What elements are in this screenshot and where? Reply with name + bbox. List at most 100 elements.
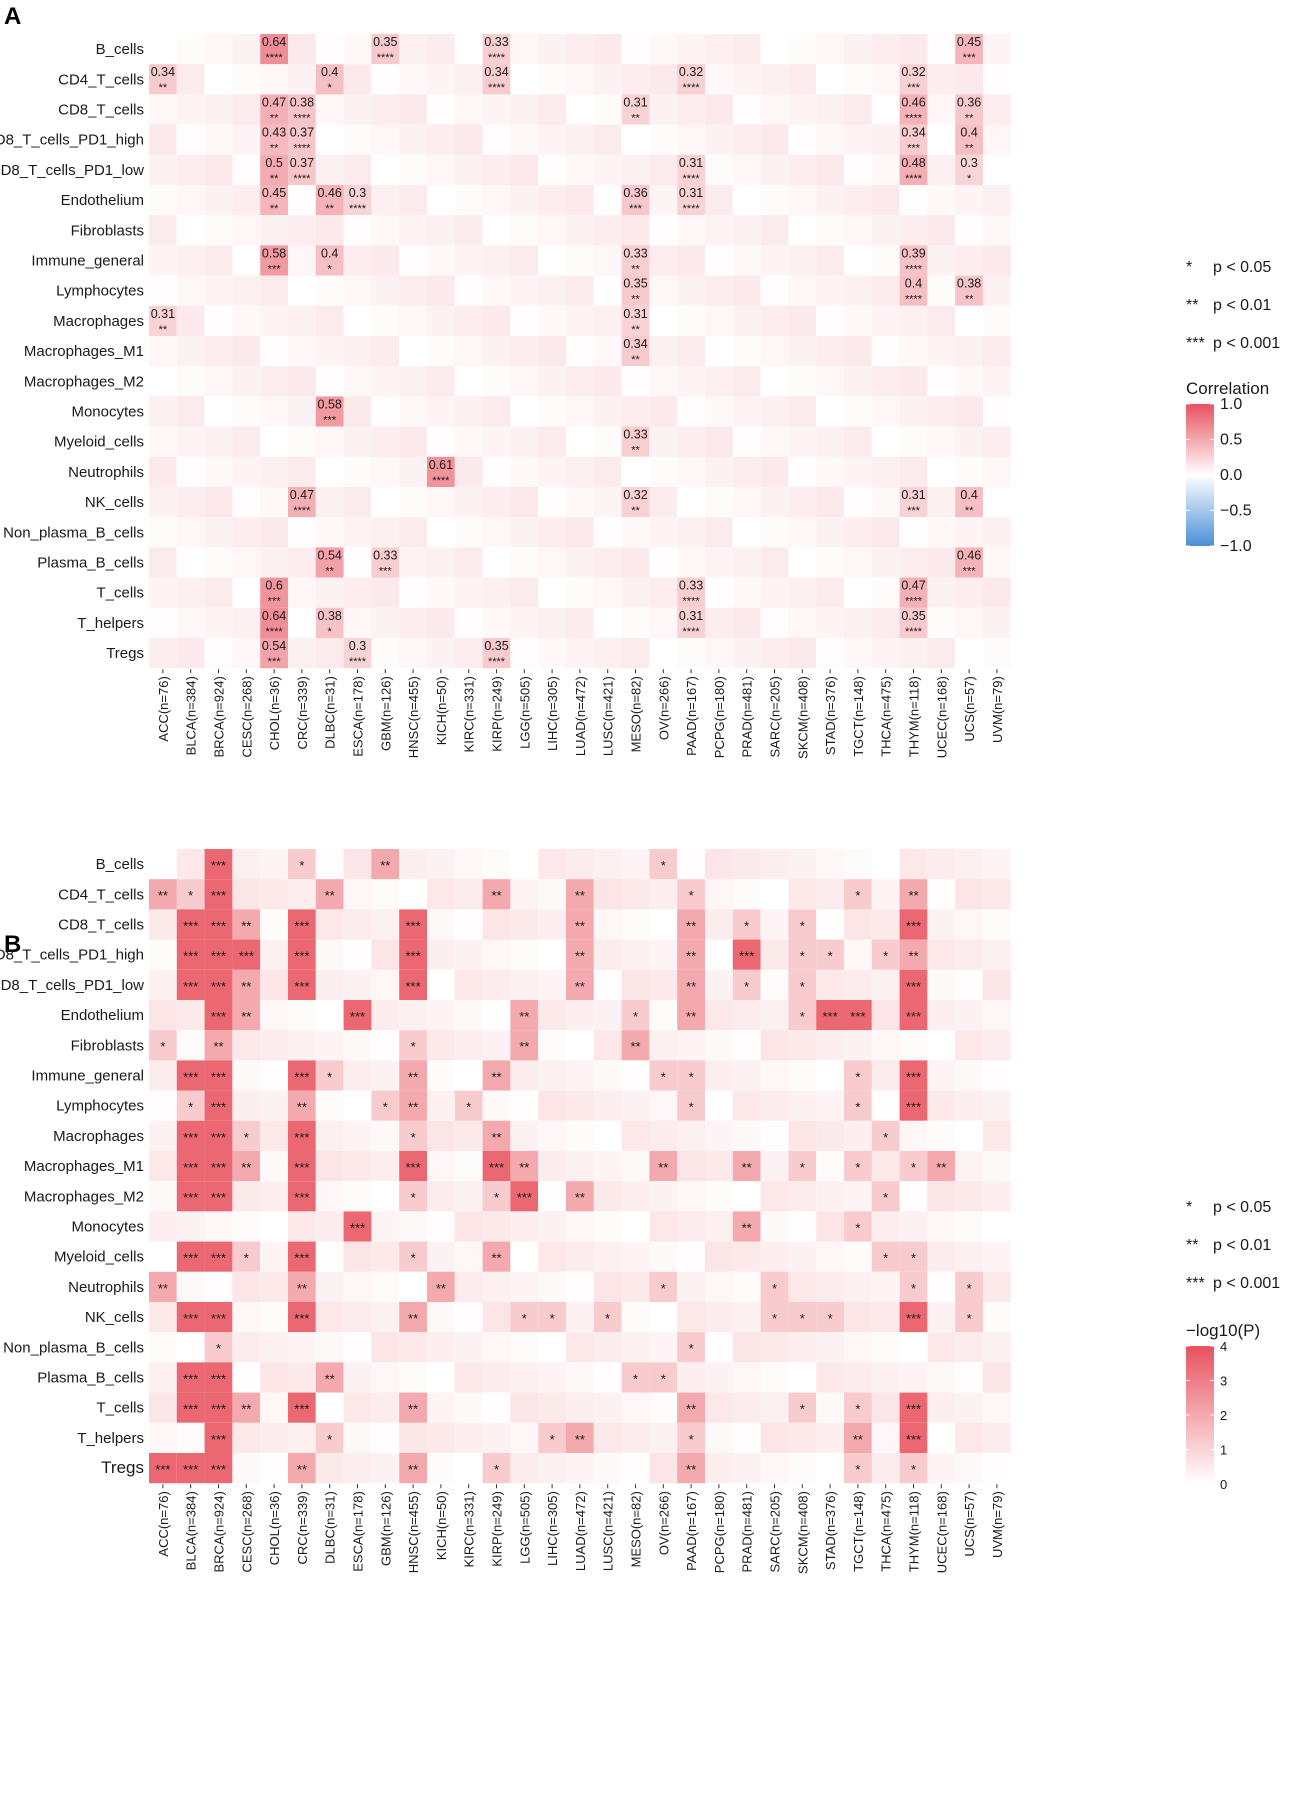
heatmap-cell-a-cd8-t-cells-gbm xyxy=(371,94,400,125)
heatmap-cell-a-monocytes-ucs xyxy=(955,396,983,427)
cell-stars-b-t-cells-crc: *** xyxy=(294,1402,309,1417)
heatmap-cell-a-cd8-t-cells-pd1-low-lihc xyxy=(538,154,566,185)
cell-stars-b-monocytes-esca: *** xyxy=(350,1220,365,1235)
heatmap-cell-b-cd4-t-cells-kirp xyxy=(482,879,511,910)
heatmap-cell-a-macrophages-m2-crc xyxy=(288,366,316,397)
heatmap-cell-b-immune-general-dlbc xyxy=(315,1060,344,1091)
heatmap-cell-b-t-helpers-tgct xyxy=(844,1422,872,1453)
heatmap-cell-a-cd8-t-cells-pd1-high-esca xyxy=(343,124,372,155)
row-label-b-neutrophils: Neutrophils xyxy=(68,1279,144,1296)
heatmap-cell-b-t-helpers-prad xyxy=(732,1422,761,1453)
heatmap-cell-b-lymphocytes-esca xyxy=(343,1090,372,1121)
heatmap-cell-b-tregs-ov xyxy=(649,1453,678,1484)
heatmap-cell-b-macrophages-ov xyxy=(649,1120,678,1151)
heatmap-cell-a-nk-cells-gbm xyxy=(371,487,400,518)
heatmap-cell-b-macrophages-m1-acc xyxy=(149,1151,177,1182)
heatmap-cell-a-neutrophils-sarc xyxy=(760,456,789,487)
heatmap-cell-a-monocytes-lihc xyxy=(538,396,566,427)
row-label-b-plasma-b-cells: Plasma_B_cells xyxy=(37,1370,144,1387)
heatmap-cell-b-t-helpers-ucs xyxy=(955,1422,983,1453)
cell-stars-b-myeloid-cells-brca: *** xyxy=(211,1251,226,1266)
heatmap-cell-b-cd8-t-cells-tgct xyxy=(844,909,872,940)
cell-stars-a-nk-cells-meso: ** xyxy=(631,505,640,517)
cell-stars-b-cd8-t-cells-prad: * xyxy=(744,918,749,933)
cell-stars-b-cd8-t-cells-pd1-high-blca: *** xyxy=(183,949,198,964)
heatmap-cell-a-cd8-t-cells-pd1-high-cesc xyxy=(232,124,261,155)
heatmap-cell-b-endothelium-acc xyxy=(149,1000,177,1031)
heatmap-cell-b-macrophages-kirp xyxy=(482,1120,511,1151)
heatmap-cell-a-cd4-t-cells-prad xyxy=(732,64,761,95)
heatmap-cell-b-t-helpers-hnsc xyxy=(399,1422,427,1453)
heatmap-cell-b-cd4-t-cells-tgct xyxy=(844,879,872,910)
heatmap-cell-a-plasma-b-cells-pcpg xyxy=(705,547,733,578)
cell-value-a-endothelium-paad: 0.31 xyxy=(679,186,703,200)
heatmap-cell-b-cd8-t-cells-pd1-low-lusc xyxy=(593,969,622,1000)
row-label-b-t-helpers: T_helpers xyxy=(77,1430,144,1447)
heatmap-cell-a-endothelium-thym xyxy=(899,185,928,216)
cell-stars-b-t-cells-skcm: * xyxy=(800,1402,805,1417)
heatmap-cell-b-monocytes-uvm xyxy=(983,1211,1011,1242)
heatmap-cell-b-endothelium-stad xyxy=(816,1000,844,1031)
row-label-a-cd8-t-cells-pd1-high: CD8_T_cells_PD1_high xyxy=(0,132,144,149)
legend-tick-label-b-2: 2 xyxy=(1220,1408,1227,1423)
cell-stars-b-nk-cells-lihc: * xyxy=(550,1311,555,1326)
heatmap-cell-a-tregs-acc xyxy=(149,638,177,669)
heatmap-cell-b-cd8-t-cells-pd1-low-luad xyxy=(566,969,594,1000)
heatmap-cell-a-non-plasma-b-cells-sarc xyxy=(760,517,789,548)
heatmap-cell-a-cd4-t-cells-chol xyxy=(260,64,288,95)
heatmap-cell-b-t-helpers-lihc xyxy=(538,1422,566,1453)
cell-stars-b-immune-general-tgct: * xyxy=(855,1069,860,1084)
heatmap-cell-a-myeloid-cells-chol xyxy=(260,426,288,457)
heatmap-cell-b-endothelium-ov xyxy=(649,1000,678,1031)
heatmap-cell-a-cd8-t-cells-pd1-high-ov xyxy=(649,124,678,155)
heatmap-cell-a-t-helpers-dlbc xyxy=(315,607,344,638)
heatmap-cell-b-t-helpers-luad xyxy=(566,1422,594,1453)
heatmap-cell-b-b-cells-sarc xyxy=(760,849,789,880)
cell-stars-b-macrophages-m2-thca: * xyxy=(883,1190,888,1205)
heatmap-cell-b-lymphocytes-prad xyxy=(732,1090,761,1121)
heatmap-cell-b-monocytes-cesc xyxy=(232,1211,261,1242)
cell-stars-b-tregs-kirp: * xyxy=(494,1462,499,1477)
heatmap-cell-a-t-cells-ucec xyxy=(927,577,956,608)
heatmap-cell-a-tregs-thca xyxy=(871,638,900,669)
heatmap-cell-b-immune-general-ucec xyxy=(927,1060,956,1091)
heatmap-cell-b-t-cells-sarc xyxy=(760,1392,789,1423)
legend-star-symbol-b-0: * xyxy=(1186,1199,1192,1216)
col-label-b-ucs: UCS(n=57) xyxy=(962,1491,977,1556)
heatmap-cell-a-endothelium-lgg xyxy=(510,185,539,216)
heatmap-cell-a-monocytes-kirc xyxy=(454,396,483,427)
heatmap-cell-b-plasma-b-cells-ucs xyxy=(955,1362,983,1393)
cell-stars-b-cd8-t-cells-pd1-high-stad: * xyxy=(828,949,833,964)
heatmap-cell-a-macrophages-m2-esca xyxy=(343,366,372,397)
heatmap-cell-b-plasma-b-cells-luad xyxy=(566,1362,594,1393)
cell-stars-b-cd8-t-cells-pd1-high-hnsc: *** xyxy=(406,949,421,964)
cell-stars-a-macrophages-m1-meso: ** xyxy=(631,354,640,366)
cell-value-a-b-cells-chol: 0.64 xyxy=(262,35,286,49)
heatmap-cell-a-nk-cells-brca xyxy=(204,487,233,518)
cell-stars-b-macrophages-m1-brca: *** xyxy=(211,1160,226,1175)
heatmap-cell-b-myeloid-cells-thca xyxy=(871,1241,900,1272)
heatmap-cell-b-cd8-t-cells-pd1-high-stad xyxy=(816,939,844,970)
col-label-a-meso: MESO(n=82) xyxy=(629,676,644,752)
cell-value-a-cd8-t-cells-chol: 0.47 xyxy=(262,95,286,109)
heatmap-cell-a-myeloid-cells-kirp xyxy=(482,426,511,457)
heatmap-cell-a-non-plasma-b-cells-meso xyxy=(621,517,650,548)
cell-stars-b-immune-general-crc: *** xyxy=(294,1069,309,1084)
heatmap-cell-a-immune-general-pcpg xyxy=(705,245,733,276)
heatmap-cell-b-macrophages-m1-uvm xyxy=(983,1151,1011,1182)
heatmap-cell-a-cd4-t-cells-blca xyxy=(176,64,205,95)
heatmap-cell-a-fibroblasts-gbm xyxy=(371,215,400,246)
heatmap-cell-b-tregs-hnsc xyxy=(399,1453,427,1484)
heatmap-cell-b-cd8-t-cells-pd1-low-cesc xyxy=(232,969,261,1000)
heatmap-cell-b-cd4-t-cells-blca xyxy=(176,879,205,910)
heatmap-cell-b-cd8-t-cells-thca xyxy=(871,909,900,940)
cell-stars-b-cd8-t-cells-pd1-low-brca: *** xyxy=(211,979,226,994)
cell-value-a-endothelium-chol: 0.45 xyxy=(262,186,286,200)
heatmap-cell-a-t-cells-thym xyxy=(899,577,928,608)
heatmap-cell-b-macrophages-m2-paad xyxy=(677,1181,705,1212)
heatmap-cell-b-cd4-t-cells-ucs xyxy=(955,879,983,910)
heatmap-cell-a-macrophages-m2-pcpg xyxy=(705,366,733,397)
col-label-a-brca: BRCA(n=924) xyxy=(212,676,227,757)
heatmap-cell-b-endothelium-cesc xyxy=(232,1000,261,1031)
heatmap-cell-b-t-cells-lihc xyxy=(538,1392,566,1423)
